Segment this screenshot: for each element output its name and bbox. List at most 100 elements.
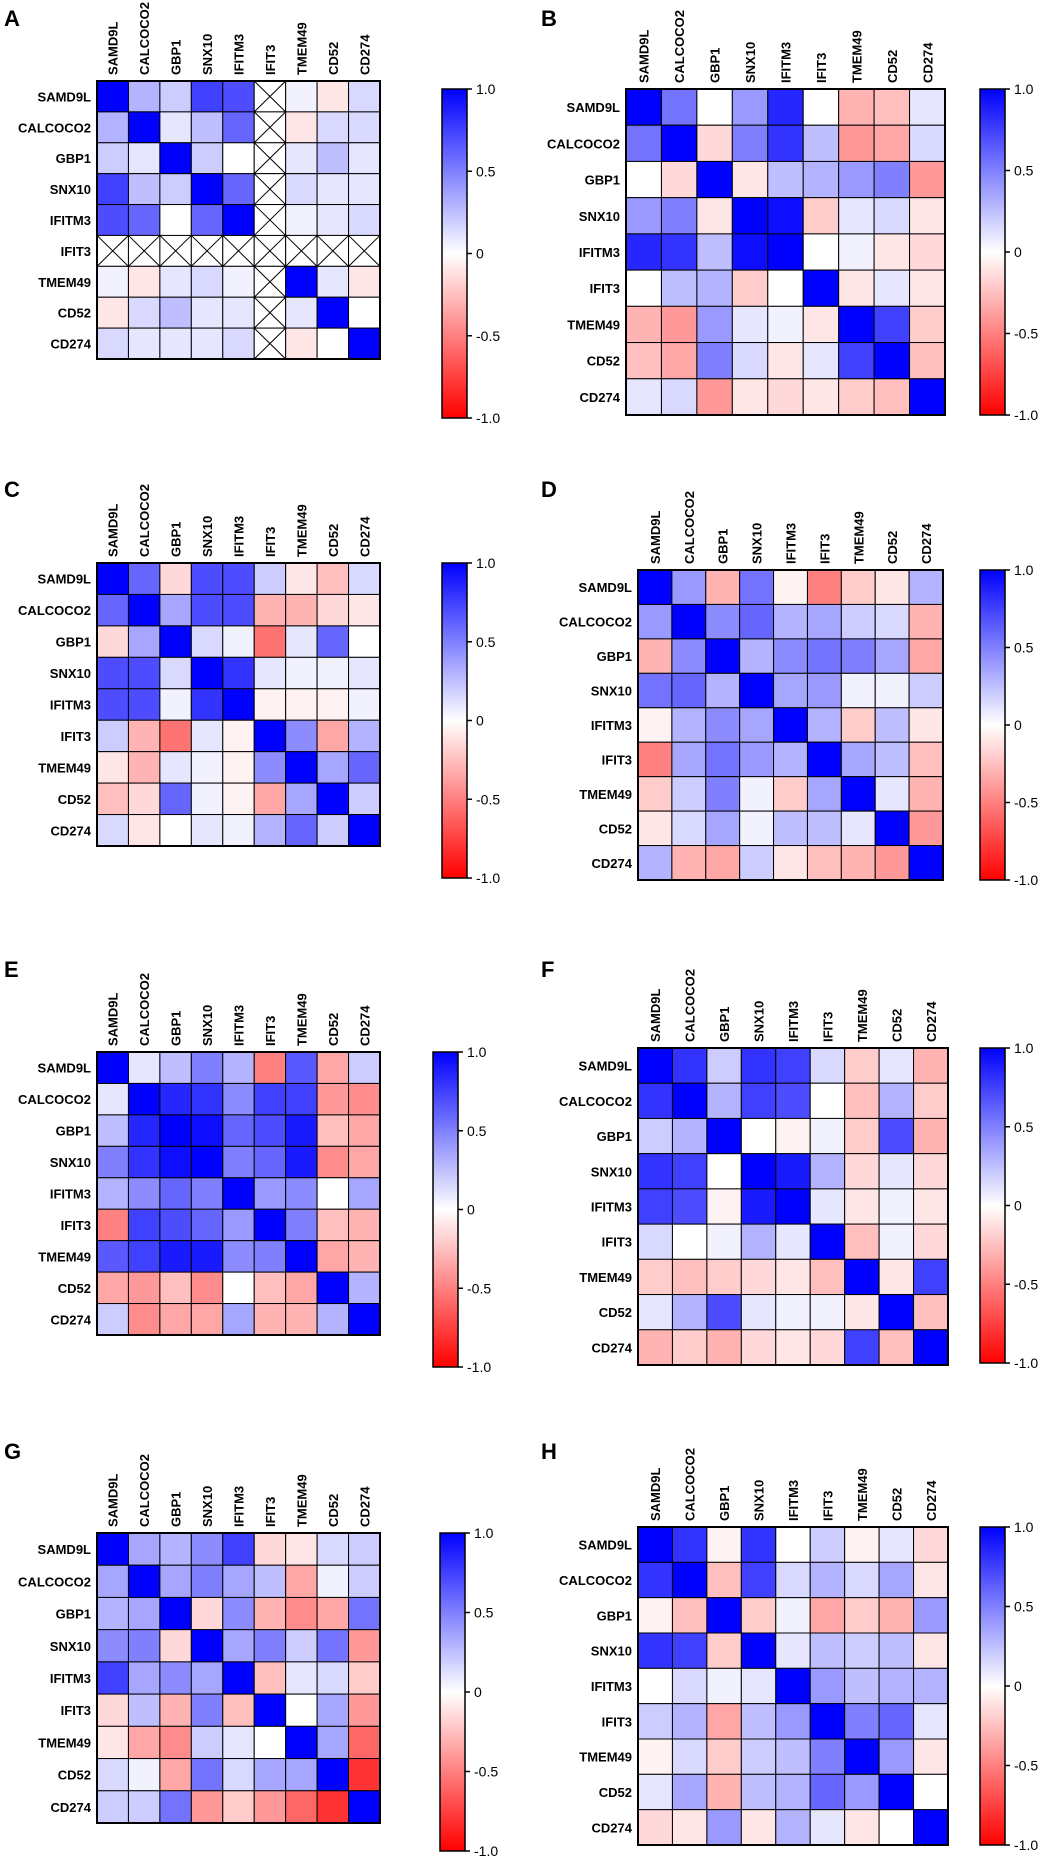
heatmap-cell <box>637 810 673 847</box>
column-tick-label: TMEM49 <box>855 1468 870 1521</box>
row-tick-label: SAMD9L <box>38 572 92 587</box>
heatmap-cell <box>706 1223 742 1260</box>
heatmap-cell <box>913 1153 949 1190</box>
heatmap-cell <box>809 1294 846 1331</box>
heatmap-cell <box>909 342 946 380</box>
heatmap-cell <box>159 1303 192 1336</box>
column-tick-label: CALCOCO2 <box>683 969 698 1042</box>
heatmap-cell <box>775 1561 811 1599</box>
heatmap-cell <box>878 1329 915 1366</box>
heatmap-cell <box>740 1329 777 1366</box>
heatmap-cell <box>878 1526 915 1563</box>
heatmap-cell <box>285 1177 318 1210</box>
heatmap-cell <box>844 1526 880 1563</box>
heatmap-cell <box>838 233 875 271</box>
heatmap-cell <box>773 603 808 640</box>
column-tick-label: CD274 <box>357 1486 372 1527</box>
heatmap-cell <box>706 1597 742 1634</box>
heatmap-panel-a: A SAMD9L CALCOCO2 GBP1 SNX10 IFITM3 IFIT3 TMEM4… <box>4 2 500 426</box>
heatmap-cell <box>222 265 255 298</box>
heatmap-cell <box>671 1082 708 1119</box>
heatmap-cell <box>767 88 804 126</box>
heatmap-cell <box>316 1725 350 1760</box>
heatmap-cell <box>253 1303 287 1336</box>
row-tick-label: IFITM3 <box>50 1187 91 1202</box>
row-tick-label: IFIT3 <box>61 1218 91 1233</box>
heatmap-cell <box>285 80 318 113</box>
heatmap-cell <box>802 124 840 162</box>
heatmap-cell <box>802 305 840 344</box>
heatmap-cell <box>348 1177 381 1210</box>
heatmap-cell <box>878 1632 915 1669</box>
heatmap-panel-e: E SAMD9L CALCOCO2 GBP1 SNX10 IFITM3 IFIT3 TMEM4… <box>4 957 491 1375</box>
colorbar-tick-label: -1.0 <box>1014 407 1038 423</box>
heatmap-cell <box>873 160 911 199</box>
heatmap-cell <box>739 672 775 709</box>
column-tick-label: CD52 <box>326 1013 341 1046</box>
heatmap-cell <box>913 1597 949 1634</box>
heatmap-cell <box>775 1082 811 1119</box>
heatmap-cell <box>159 142 192 175</box>
colorbar <box>441 88 468 419</box>
colorbar <box>439 1532 466 1852</box>
heatmap-cell <box>348 593 381 627</box>
column-tick-label: CD274 <box>919 523 934 564</box>
heatmap-cell <box>874 810 910 847</box>
heatmap-cell <box>285 751 318 784</box>
heatmap-cell <box>127 1661 161 1695</box>
heatmap-cell <box>285 1208 318 1242</box>
heatmap-cell <box>913 1809 949 1846</box>
heatmap-cell <box>348 719 381 753</box>
heatmap-cell <box>874 707 910 743</box>
colorbar-tick-label: -0.5 <box>1014 1276 1038 1292</box>
heatmap-cell <box>348 327 381 360</box>
row-tick-label: SAMD9L <box>38 1542 92 1557</box>
column-tick-label: IFIT3 <box>817 534 832 564</box>
heatmap-panel-c: C SAMD9L CALCOCO2 GBP1 SNX10 IFITM3 IFIT3 TMEM4… <box>4 477 500 886</box>
heatmap-cell <box>222 1564 255 1598</box>
heatmap-cell <box>190 142 224 175</box>
heatmap-cell <box>809 1047 846 1084</box>
column-tick-label: SAMD9L <box>106 21 121 75</box>
heatmap-cell <box>637 1188 673 1225</box>
heatmap-cell <box>285 327 318 360</box>
heatmap-cell <box>285 719 318 753</box>
colorbar-tick-label: 0.5 <box>1014 163 1034 179</box>
heatmap-cell <box>637 672 673 709</box>
heatmap-cell <box>285 265 318 298</box>
heatmap-cell <box>671 1632 708 1669</box>
heatmap-cell <box>96 593 129 627</box>
heatmap-cell <box>909 305 946 344</box>
column-tick-label: CALCOCO2 <box>682 491 697 564</box>
row-tick-label: CALCOCO2 <box>559 615 632 630</box>
heatmap-cell <box>222 562 255 595</box>
heatmap-cell <box>671 810 707 847</box>
row-tick-label: CD274 <box>51 1312 92 1327</box>
heatmap-cell <box>696 269 733 307</box>
column-tick-label: CD274 <box>357 516 372 557</box>
heatmap-border <box>637 1526 949 1846</box>
column-tick-label: IFIT3 <box>263 1497 278 1527</box>
heatmap-cell <box>909 88 946 126</box>
heatmap-cell <box>222 782 255 816</box>
heatmap-cell <box>127 1532 161 1566</box>
heatmap-cell <box>348 625 381 658</box>
heatmap-cell <box>731 160 769 199</box>
heatmap-cell <box>844 1082 880 1119</box>
heatmap-cell <box>285 656 318 690</box>
heatmap-cell <box>706 1632 742 1669</box>
heatmap-cell <box>913 1329 949 1366</box>
heatmap-cell <box>222 1145 255 1179</box>
colorbar-tick-label: -1.0 <box>467 1359 491 1375</box>
colorbar-tick-label: -1.0 <box>1014 1837 1038 1853</box>
heatmap-cell <box>637 776 673 812</box>
column-tick-label: TMEM49 <box>294 993 309 1046</box>
heatmap-cell <box>767 160 804 199</box>
heatmap-cell <box>873 233 911 271</box>
missing-cross-line <box>285 235 318 267</box>
heatmap-cell <box>222 173 255 206</box>
heatmap-cell <box>775 1738 811 1775</box>
heatmap-cell <box>127 1693 161 1727</box>
heatmap-cell <box>159 1114 192 1147</box>
heatmap-cell <box>253 1693 287 1727</box>
